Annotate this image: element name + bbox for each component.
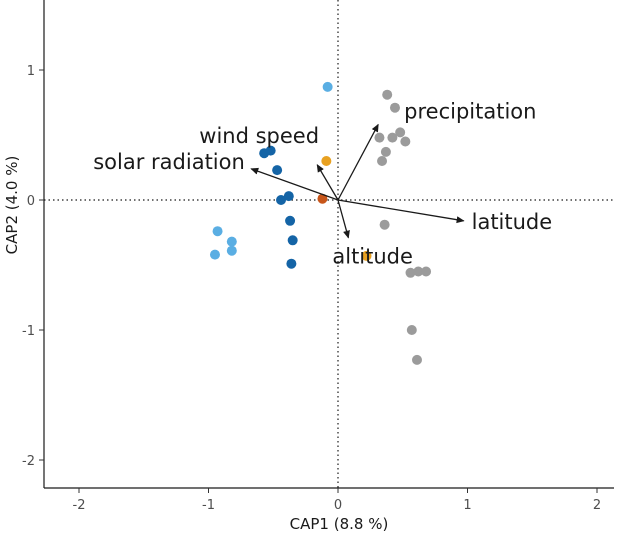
data-point bbox=[226, 245, 237, 256]
x-tick-label: 2 bbox=[593, 498, 601, 513]
data-point bbox=[212, 226, 223, 237]
vector-arrow bbox=[337, 123, 379, 201]
data-point bbox=[226, 236, 237, 247]
vector-arrow bbox=[337, 199, 350, 239]
y-axis-title: CAP2 (4.0 %) bbox=[3, 156, 21, 255]
data-point bbox=[317, 193, 328, 204]
data-point bbox=[411, 354, 422, 365]
vector-arrow bbox=[337, 199, 465, 224]
data-point bbox=[283, 191, 294, 202]
y-tick-label: 0 bbox=[27, 194, 35, 209]
data-point bbox=[322, 81, 333, 92]
vector-label: precipitation bbox=[404, 100, 536, 124]
vector-arrow bbox=[250, 167, 339, 201]
x-tick-label: 1 bbox=[463, 498, 471, 513]
data-point bbox=[285, 215, 296, 226]
data-point bbox=[379, 219, 390, 230]
data-point bbox=[286, 258, 297, 269]
data-point bbox=[265, 145, 276, 156]
data-point bbox=[361, 250, 372, 261]
data-point bbox=[287, 235, 298, 246]
data-point bbox=[380, 146, 391, 157]
vector-label: wind speed bbox=[199, 124, 319, 148]
vector-label: altitude bbox=[332, 245, 413, 269]
data-points bbox=[209, 81, 432, 365]
vector-arrow bbox=[316, 164, 339, 201]
reference-lines bbox=[44, 0, 614, 488]
data-point bbox=[395, 127, 406, 138]
data-point bbox=[209, 249, 220, 260]
x-tick-label: 0 bbox=[334, 498, 342, 513]
axes bbox=[43, 0, 614, 489]
data-point bbox=[382, 89, 393, 100]
data-point bbox=[389, 102, 400, 113]
data-point bbox=[374, 132, 385, 143]
vector-label: solar radiation bbox=[93, 150, 245, 174]
data-point bbox=[405, 267, 416, 278]
x-axis-title: CAP1 (8.8 %) bbox=[290, 515, 389, 533]
data-point bbox=[406, 325, 417, 335]
y-tick-label: -2 bbox=[22, 454, 35, 469]
data-point bbox=[272, 165, 283, 176]
data-point bbox=[321, 156, 332, 166]
vector-label: latitude bbox=[472, 210, 553, 234]
y-tick-label: -1 bbox=[22, 324, 35, 339]
data-point bbox=[387, 132, 398, 143]
data-point bbox=[276, 195, 287, 205]
data-point bbox=[400, 136, 411, 147]
x-tick-label: -1 bbox=[202, 498, 215, 513]
data-point bbox=[377, 156, 388, 166]
y-tick-label: 1 bbox=[27, 64, 35, 79]
data-point bbox=[421, 266, 432, 277]
tick-marks: -2 -1 0 1 2 -2 -1 0 1 bbox=[22, 64, 601, 513]
data-point bbox=[413, 266, 424, 277]
x-tick-label: -2 bbox=[73, 498, 86, 513]
